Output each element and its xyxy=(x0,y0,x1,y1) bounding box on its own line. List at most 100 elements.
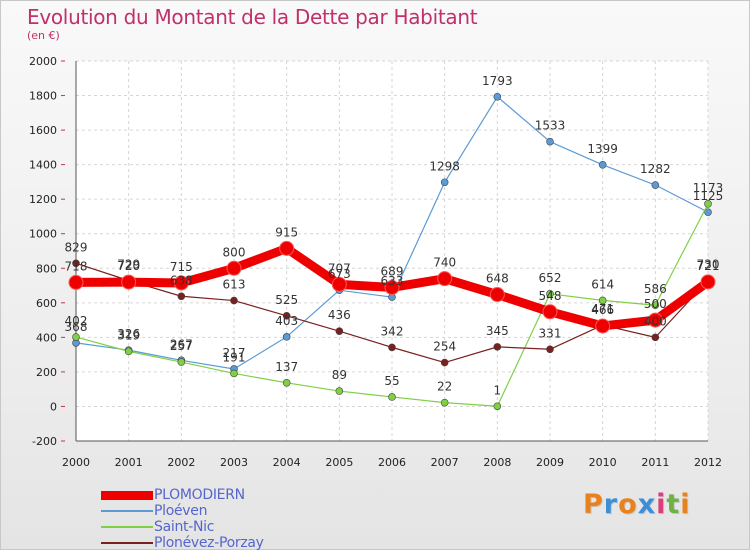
y-tick-label: 2000 xyxy=(29,55,57,68)
legend-label: Plonévez-Porzay xyxy=(154,535,264,551)
data-label: 1793 xyxy=(482,74,513,88)
data-label: 436 xyxy=(328,308,351,322)
y-tick-label: 800 xyxy=(36,262,57,275)
data-label: 829 xyxy=(65,240,88,254)
legend-swatch xyxy=(101,510,153,512)
y-tick-label: 1000 xyxy=(29,228,57,241)
data-label: 22 xyxy=(437,380,452,394)
data-label: 400 xyxy=(644,314,667,328)
legend-label: Saint-Nic xyxy=(154,519,215,535)
x-tick-label: 2004 xyxy=(273,456,301,469)
data-point xyxy=(173,275,189,291)
data-label: 718 xyxy=(65,259,88,273)
data-label: 1125 xyxy=(693,189,724,203)
data-point xyxy=(546,290,554,298)
data-label: 740 xyxy=(433,256,456,270)
data-label: 1298 xyxy=(429,159,460,173)
data-point xyxy=(598,296,607,305)
data-point xyxy=(651,301,660,310)
x-tick-label: 2008 xyxy=(483,456,511,469)
data-label: 1 xyxy=(494,383,502,397)
data-label: 614 xyxy=(591,277,614,291)
y-tick-label: -200 xyxy=(32,435,57,448)
data-point xyxy=(72,333,80,341)
data-label: 525 xyxy=(275,293,298,307)
data-label: 800 xyxy=(223,245,246,259)
x-tick-label: 2003 xyxy=(220,456,248,469)
y-tick-label: 1200 xyxy=(29,193,57,206)
data-label: 721 xyxy=(697,259,720,273)
data-point xyxy=(437,271,453,287)
data-label: 217 xyxy=(223,346,246,360)
data-point xyxy=(72,259,80,268)
data-label: 715 xyxy=(170,260,193,274)
data-label: 137 xyxy=(275,360,298,374)
legend-swatch xyxy=(101,490,153,500)
data-label: 1399 xyxy=(587,142,618,156)
data-point xyxy=(546,137,554,146)
data-label: 402 xyxy=(65,314,88,328)
chart-unit-subtitle: (en €) xyxy=(27,29,60,42)
data-point xyxy=(440,358,449,367)
data-point xyxy=(384,279,400,295)
data-label: 89 xyxy=(332,368,347,382)
data-label: 720 xyxy=(117,259,140,273)
data-label: 342 xyxy=(381,324,404,338)
data-point xyxy=(335,327,344,335)
data-point xyxy=(704,208,712,216)
data-point xyxy=(651,333,660,342)
x-tick-label: 2005 xyxy=(325,456,353,469)
logo-letter: r xyxy=(603,489,619,520)
data-point xyxy=(388,343,396,352)
data-label: 707 xyxy=(328,261,351,275)
data-point xyxy=(493,92,502,101)
data-label: 915 xyxy=(275,225,298,239)
data-label: 689 xyxy=(381,264,404,278)
data-point xyxy=(121,274,137,290)
data-point xyxy=(493,343,502,351)
data-point xyxy=(440,398,449,407)
y-tick-label: 1400 xyxy=(29,159,57,172)
data-label: 730 xyxy=(697,257,720,271)
data-label: 466 xyxy=(591,303,614,317)
data-point xyxy=(542,304,558,320)
data-label: 368 xyxy=(65,320,88,334)
data-point xyxy=(704,200,712,208)
data-label: 613 xyxy=(223,278,246,292)
logo-letter: o xyxy=(618,489,638,520)
x-tick-label: 2002 xyxy=(167,456,195,469)
data-point xyxy=(388,393,396,401)
data-label: 55 xyxy=(384,374,399,388)
data-point xyxy=(493,402,502,411)
legend-label: PLOMODIERN xyxy=(154,487,245,503)
data-point xyxy=(230,296,238,305)
data-label: 1282 xyxy=(640,162,671,176)
data-label: 331 xyxy=(539,326,562,340)
legend-swatch xyxy=(101,542,153,544)
data-point xyxy=(651,181,660,189)
data-point xyxy=(489,287,505,303)
legend-swatch xyxy=(101,526,153,528)
data-point xyxy=(282,333,291,341)
data-label: 729 xyxy=(117,258,140,272)
data-label: 403 xyxy=(275,314,298,328)
y-tick-label: 200 xyxy=(36,366,57,379)
x-tick-label: 2006 xyxy=(378,456,406,469)
x-tick-label: 2012 xyxy=(694,456,722,469)
data-point xyxy=(68,274,84,290)
data-point xyxy=(282,378,291,387)
data-label: 673 xyxy=(328,267,351,281)
x-tick-label: 2010 xyxy=(589,456,617,469)
data-point xyxy=(440,178,449,187)
data-label: 254 xyxy=(433,340,456,354)
y-tick-label: 400 xyxy=(36,331,57,344)
data-point xyxy=(331,276,347,292)
data-label: 267 xyxy=(170,337,193,351)
x-tick-label: 2007 xyxy=(431,456,459,469)
y-tick-label: 1800 xyxy=(29,90,57,103)
x-tick-label: 2011 xyxy=(641,456,669,469)
data-label: 648 xyxy=(486,272,509,286)
data-point xyxy=(282,311,291,320)
